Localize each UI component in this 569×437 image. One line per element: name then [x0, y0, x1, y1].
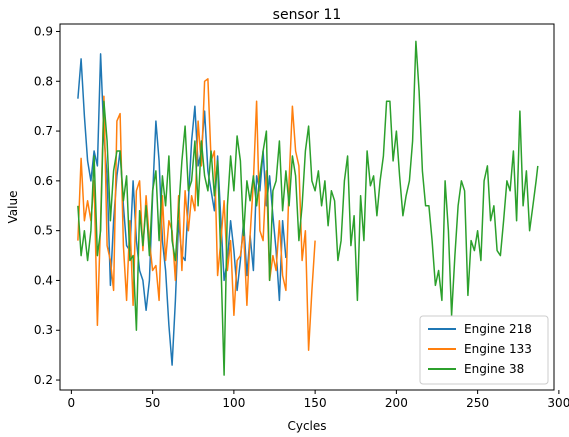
y-tick-label: 0.5	[34, 224, 53, 238]
x-tick-label: 50	[145, 396, 160, 410]
legend-label: Engine 133	[464, 342, 532, 356]
x-tick-label: 0	[68, 396, 76, 410]
y-axis: 0.2 0.3 0.4 0.5 0.6 0.7 0.8 0.9	[34, 24, 60, 387]
x-tick-label: 200	[385, 396, 408, 410]
series-line-engine-218	[77, 53, 287, 366]
y-tick-label: 0.9	[34, 24, 53, 38]
series-line-engine-38	[77, 40, 539, 376]
y-tick-label: 0.2	[34, 373, 53, 387]
x-tick-label: 300	[547, 396, 569, 410]
x-tick-label: 150	[304, 396, 327, 410]
y-tick-label: 0.7	[34, 124, 53, 138]
plot-frame	[59, 23, 555, 391]
x-axis-label: Cycles	[287, 419, 326, 433]
x-tick-label: 100	[222, 396, 245, 410]
y-tick-label: 0.4	[34, 273, 53, 287]
legend-box	[419, 315, 549, 385]
legend-label: Engine 38	[464, 362, 524, 376]
y-tick-label: 0.6	[34, 174, 53, 188]
x-axis: 0 50 100 150 200 250 300	[68, 390, 569, 410]
y-tick-label: 0.3	[34, 323, 53, 337]
y-tick-label: 0.8	[34, 74, 53, 88]
legend: Engine 218 Engine 133 Engine 38	[419, 315, 549, 385]
y-axis-label: Value	[6, 191, 20, 224]
x-tick-label: 250	[466, 396, 489, 410]
chart-title: sensor 11	[273, 7, 342, 23]
legend-label: Engine 218	[464, 322, 532, 336]
series-layer	[77, 40, 539, 376]
